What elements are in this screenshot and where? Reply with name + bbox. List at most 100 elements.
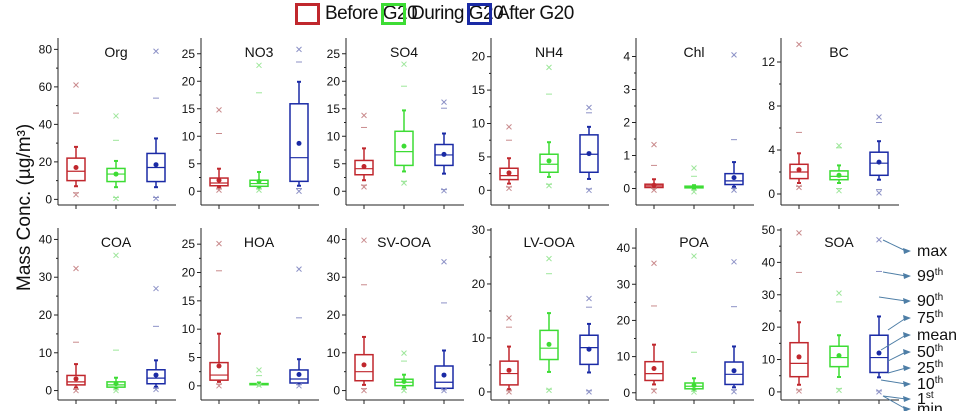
y-tick-label: 40 (327, 232, 341, 246)
mean-marker (836, 172, 842, 178)
max-marker (113, 252, 119, 259)
key-arrow (882, 395, 907, 410)
key-label-99th: 99th (917, 267, 943, 285)
key-label-min: min (917, 401, 943, 411)
min-marker (506, 185, 512, 192)
min-marker (691, 389, 697, 395)
box-iqr (539, 153, 559, 174)
mean-marker (73, 376, 79, 382)
mean-marker (216, 177, 222, 183)
mean-marker (153, 372, 159, 378)
y-tick-label: 25 (182, 237, 196, 251)
box-iqr (499, 167, 519, 181)
panel-title-bc: BC (829, 44, 848, 60)
max-marker (73, 82, 79, 88)
max-marker (691, 253, 697, 259)
y-tick-label: 20 (39, 308, 53, 322)
min-marker (836, 187, 842, 194)
max-marker (401, 350, 407, 357)
legend-label-before: Before G20 (325, 3, 418, 24)
box-iqr (354, 353, 374, 382)
min-marker (113, 387, 119, 394)
y-tick-label: 15 (182, 294, 196, 308)
min-marker (256, 382, 262, 389)
max-marker (506, 315, 512, 321)
mean-marker (401, 143, 407, 149)
y-tick-label: 1 (623, 149, 630, 163)
y-tick-label: 10 (39, 346, 53, 360)
y-tick-label: 0 (45, 384, 52, 398)
key-arrowhead (903, 406, 911, 411)
mean-marker (731, 368, 737, 374)
min-marker (296, 382, 302, 389)
y-tick-label: 0 (478, 385, 485, 399)
panel-title-hoa: HOA (244, 234, 275, 250)
y-tick-label: 10 (617, 350, 631, 364)
min-marker (256, 187, 262, 194)
y-tick-label: 20 (617, 313, 631, 327)
min-marker (216, 187, 222, 194)
y-tick-label: 15 (327, 102, 341, 116)
y-tick-label: 10 (327, 346, 341, 360)
y-tick-label: 2 (623, 116, 630, 130)
y-tick-label: 3 (623, 83, 630, 97)
legend-label-during: During G20 (411, 3, 504, 24)
min-marker (113, 195, 119, 202)
y-tick-label: 10 (472, 331, 486, 345)
max-marker (586, 295, 592, 302)
key-arrowhead (903, 349, 911, 355)
box-iqr (66, 374, 86, 386)
min-marker (876, 190, 882, 196)
box-iqr (539, 329, 559, 361)
mean-marker (546, 158, 552, 164)
mean-marker (216, 363, 222, 369)
y-tick-label: 10 (762, 353, 776, 367)
y-tick-label: 25 (182, 47, 196, 61)
max-marker (731, 51, 737, 58)
box-iqr (579, 334, 599, 366)
mean-marker (361, 362, 367, 368)
mean-marker (113, 381, 119, 387)
max-marker (216, 240, 222, 247)
key-arrow (887, 351, 907, 362)
y-tick-label: 20 (472, 50, 486, 64)
panel-title-soa: SOA (824, 234, 854, 250)
box-iqr (789, 341, 809, 378)
max-marker (546, 255, 552, 262)
key-arrowhead (903, 381, 911, 387)
max-marker (256, 367, 262, 373)
mean-marker (506, 367, 512, 373)
box-iqr (209, 361, 229, 381)
max-marker (153, 48, 159, 55)
box-iqr (579, 134, 599, 174)
y-tick-label: 4 (623, 50, 630, 64)
y-tick-label: 50 (762, 223, 776, 237)
min-marker (153, 386, 159, 393)
max-marker (506, 123, 512, 130)
max-marker (651, 260, 657, 267)
box-iqr (289, 369, 309, 384)
panel-title-lv-ooa: LV-OOA (523, 234, 575, 250)
mean-marker (836, 353, 842, 359)
max-marker (441, 99, 447, 106)
box-iqr (869, 334, 889, 374)
mean-marker (546, 341, 552, 347)
mean-marker (401, 378, 407, 384)
mean-marker (796, 354, 802, 360)
min-marker (73, 191, 79, 198)
y-tick-label: 5 (478, 150, 485, 164)
min-marker (836, 387, 842, 394)
mean-marker (153, 162, 159, 168)
panel-title-sv-ooa: SV-OOA (377, 234, 431, 250)
max-marker (691, 165, 697, 171)
y-tick-label: 40 (39, 117, 53, 131)
mean-marker (296, 140, 302, 146)
key-arrowhead (903, 365, 911, 371)
key-label-mean: mean (917, 327, 957, 344)
box-iqr (644, 360, 664, 382)
panel-title-org: Org (104, 44, 127, 60)
min-marker (651, 187, 657, 194)
key-arrow (882, 271, 907, 277)
min-marker (153, 195, 159, 202)
max-marker (73, 265, 79, 272)
